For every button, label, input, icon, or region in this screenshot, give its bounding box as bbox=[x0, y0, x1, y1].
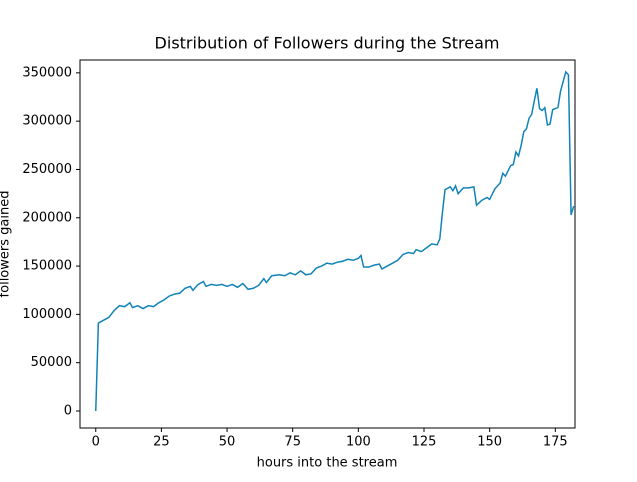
y-tick-label: 100000 bbox=[22, 307, 72, 322]
chart-title: Distribution of Followers during the Str… bbox=[155, 34, 500, 53]
x-tick-label: 75 bbox=[284, 435, 301, 450]
x-tick-label: 100 bbox=[346, 435, 371, 450]
x-tick-label: 50 bbox=[219, 435, 236, 450]
x-tick-label: 25 bbox=[153, 435, 170, 450]
plot-frame bbox=[79, 59, 576, 429]
data-line bbox=[95, 70, 575, 412]
y-tick-label: 250000 bbox=[22, 162, 72, 177]
x-tick-label: 150 bbox=[477, 435, 502, 450]
x-axis-label: hours into the stream bbox=[257, 456, 398, 471]
x-tick-label: 175 bbox=[543, 435, 568, 450]
y-tick-label: 200000 bbox=[22, 210, 72, 225]
y-tick-label: 350000 bbox=[22, 65, 72, 80]
y-tick-label: 0 bbox=[64, 403, 72, 418]
y-tick-label: 150000 bbox=[22, 259, 72, 274]
y-tick-label: 300000 bbox=[22, 114, 72, 129]
x-tick-label: 125 bbox=[412, 435, 437, 450]
y-tick-label: 50000 bbox=[31, 355, 72, 370]
y-axis-label: followers gained bbox=[0, 191, 13, 298]
x-tick-label: 0 bbox=[92, 435, 100, 450]
